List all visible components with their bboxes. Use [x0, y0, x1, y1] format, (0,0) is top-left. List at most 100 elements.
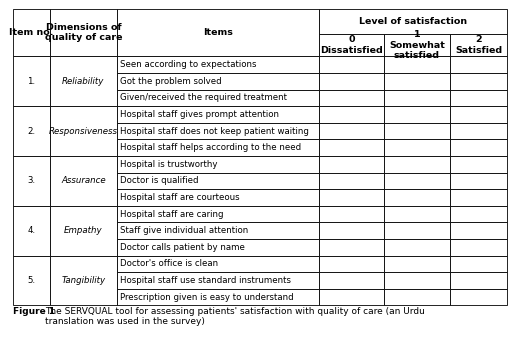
Bar: [117, 206, 319, 222]
Bar: [450, 56, 507, 73]
Bar: [117, 173, 319, 189]
Bar: [450, 272, 507, 289]
Bar: [319, 222, 384, 239]
Bar: [50, 206, 117, 256]
Text: 5.: 5.: [28, 276, 35, 285]
Bar: [384, 239, 450, 256]
Text: Item no.: Item no.: [9, 28, 54, 37]
Text: Doctor calls patient by name: Doctor calls patient by name: [120, 243, 245, 252]
Bar: [319, 56, 384, 73]
Bar: [319, 123, 384, 139]
Bar: [13, 56, 50, 106]
Text: Hospital staff gives prompt attention: Hospital staff gives prompt attention: [120, 110, 279, 119]
Text: 2
Satisfied: 2 Satisfied: [455, 36, 502, 55]
Bar: [117, 222, 319, 239]
Bar: [319, 106, 384, 123]
Text: Prescription given is easy to understand: Prescription given is easy to understand: [120, 293, 293, 301]
Bar: [13, 206, 50, 256]
Text: 0
Dissatisfied: 0 Dissatisfied: [320, 36, 383, 55]
Bar: [50, 256, 117, 305]
Bar: [117, 272, 319, 289]
Text: Doctor is qualified: Doctor is qualified: [120, 176, 198, 185]
Bar: [319, 272, 384, 289]
Bar: [319, 239, 384, 256]
Bar: [384, 56, 450, 73]
Text: Hospital staff does not keep patient waiting: Hospital staff does not keep patient wai…: [120, 126, 309, 136]
Bar: [117, 289, 319, 305]
Bar: [384, 34, 450, 56]
Bar: [384, 123, 450, 139]
Bar: [319, 156, 384, 173]
Bar: [117, 106, 319, 123]
Bar: [384, 206, 450, 222]
Bar: [319, 73, 384, 89]
Bar: [319, 139, 384, 156]
Bar: [384, 189, 450, 206]
Text: Tangibility: Tangibility: [61, 276, 106, 285]
Text: Staff give individual attention: Staff give individual attention: [120, 226, 248, 235]
Text: 1.: 1.: [28, 77, 35, 86]
Bar: [117, 156, 319, 173]
Bar: [450, 239, 507, 256]
Bar: [319, 206, 384, 222]
Text: Responsiveness: Responsiveness: [49, 126, 118, 136]
Text: Doctor's office is clean: Doctor's office is clean: [120, 259, 218, 268]
Bar: [117, 73, 319, 89]
Text: Empathy: Empathy: [64, 226, 103, 235]
Bar: [450, 289, 507, 305]
Bar: [384, 156, 450, 173]
Bar: [384, 106, 450, 123]
Bar: [319, 289, 384, 305]
Bar: [450, 139, 507, 156]
Bar: [319, 256, 384, 272]
Bar: [450, 173, 507, 189]
Text: Hospital staff are caring: Hospital staff are caring: [120, 209, 224, 218]
Bar: [450, 256, 507, 272]
Text: 3.: 3.: [28, 176, 35, 185]
Bar: [50, 56, 117, 106]
Bar: [384, 272, 450, 289]
Text: Dimensions of
quality of care: Dimensions of quality of care: [45, 23, 122, 42]
Bar: [384, 89, 450, 106]
Bar: [450, 206, 507, 222]
Bar: [117, 56, 319, 73]
Bar: [384, 222, 450, 239]
Text: Assurance: Assurance: [61, 176, 106, 185]
Bar: [384, 73, 450, 89]
Bar: [117, 123, 319, 139]
Text: Hospital staff are courteous: Hospital staff are courteous: [120, 193, 240, 202]
Text: Hospital staff helps according to the need: Hospital staff helps according to the ne…: [120, 143, 301, 152]
Bar: [13, 106, 50, 156]
Text: Figure 1: Figure 1: [13, 307, 58, 316]
Bar: [50, 9, 117, 56]
Text: Seen according to expectations: Seen according to expectations: [120, 60, 256, 69]
Text: Items: Items: [203, 28, 233, 37]
Bar: [50, 106, 117, 156]
Bar: [319, 34, 384, 56]
Bar: [384, 256, 450, 272]
Text: 4.: 4.: [28, 226, 35, 235]
Bar: [319, 173, 384, 189]
Bar: [450, 89, 507, 106]
Bar: [319, 189, 384, 206]
Bar: [450, 222, 507, 239]
Bar: [117, 89, 319, 106]
Bar: [450, 189, 507, 206]
Text: Got the problem solved: Got the problem solved: [120, 77, 222, 86]
Bar: [117, 189, 319, 206]
Bar: [117, 139, 319, 156]
Bar: [117, 9, 319, 56]
Bar: [384, 139, 450, 156]
Bar: [50, 156, 117, 206]
Text: Hospital staff use standard instruments: Hospital staff use standard instruments: [120, 276, 291, 285]
Bar: [384, 289, 450, 305]
Bar: [450, 73, 507, 89]
Bar: [450, 156, 507, 173]
Text: Hospital is trustworthy: Hospital is trustworthy: [120, 160, 217, 169]
Bar: [13, 156, 50, 206]
Bar: [13, 256, 50, 305]
Bar: [450, 106, 507, 123]
Bar: [450, 123, 507, 139]
Text: Level of satisfaction: Level of satisfaction: [359, 17, 467, 26]
Text: 2.: 2.: [28, 126, 35, 136]
